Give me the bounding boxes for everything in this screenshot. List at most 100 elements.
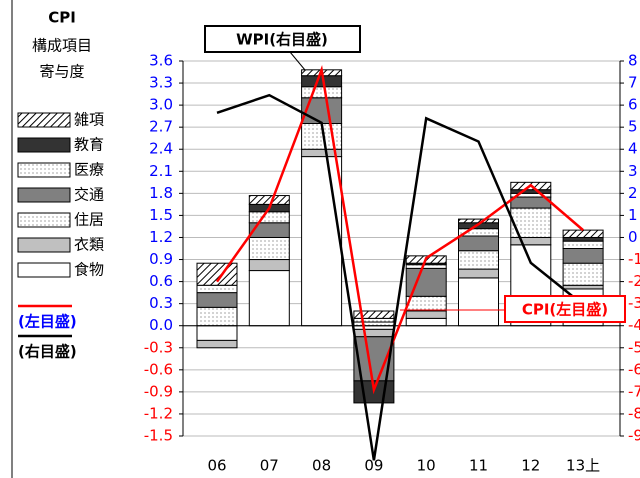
y2-tick-label: -8: [628, 404, 640, 422]
y-tick-label: -1.2: [144, 404, 173, 422]
y2-tick-label: 8: [628, 52, 638, 70]
bar-segment: [248, 270, 290, 327]
y-tick-label: -1.5: [144, 427, 173, 445]
y2-tick-label: -1: [628, 250, 640, 268]
bar-segment: [458, 277, 499, 327]
bar-segment: [562, 236, 604, 242]
bar-segment: [248, 195, 290, 205]
bar-segment: [301, 156, 343, 327]
y2-tick-label: 7: [628, 74, 638, 92]
bar-segment: [196, 262, 238, 286]
y-tick-label: -0.3: [144, 338, 173, 356]
legend-label: 教育: [74, 136, 104, 154]
bar-segment: [510, 189, 552, 194]
y-tick-label: 0.0: [149, 316, 173, 334]
y-tick-label: 2.1: [149, 162, 173, 180]
bar-segment: [196, 306, 238, 327]
legend-swatch: [17, 137, 71, 153]
bar-segment: [353, 328, 395, 338]
y2-tick-label: -7: [628, 382, 640, 400]
x-tick-label: 12: [521, 457, 540, 475]
y2-tick-label: -3: [628, 294, 640, 312]
y-tick-label: 0.9: [149, 250, 173, 268]
x-tick-label: 09: [364, 457, 383, 475]
bar-segment: [248, 259, 290, 272]
bar-segment: [458, 268, 499, 279]
bar-segment: [458, 250, 499, 270]
y2-tick-label: -6: [628, 360, 640, 378]
bar-segment: [405, 310, 447, 319]
y-tick-label: 2.4: [149, 140, 173, 158]
legend-swatch: [17, 262, 71, 278]
y-tick-label: 1.8: [149, 184, 173, 202]
bar-segment: [405, 317, 447, 327]
y2-tick-label: 5: [628, 118, 638, 136]
legend-label: 衣類: [74, 236, 104, 254]
bar-segment: [353, 325, 395, 330]
y2-tick-label: 6: [628, 96, 638, 114]
y-tick-label: 1.5: [149, 206, 173, 224]
bar-segment: [562, 229, 604, 238]
x-tick-label: 08: [312, 457, 331, 475]
bar-segment: [353, 310, 395, 319]
bar-segment: [301, 86, 343, 99]
y2-tick-label: 2: [628, 184, 638, 202]
legend-swatch: [17, 112, 71, 128]
bar-segment: [562, 240, 604, 250]
bar-segment: [405, 264, 447, 269]
legend-label: 医療: [74, 161, 104, 179]
bar-segment: [248, 236, 290, 261]
y-tick-label: 3.0: [149, 96, 173, 114]
y2-tick-label: 0: [628, 228, 638, 246]
bar-segment: [510, 236, 552, 246]
y2-tick-label: 4: [628, 140, 638, 158]
legend-label: (左目盛): [18, 313, 77, 331]
x-tick-label: 11: [469, 457, 488, 475]
y-tick-label: 0.3: [149, 294, 173, 312]
y-tick-label: 1.2: [149, 228, 173, 246]
y-tick-label: 0.6: [149, 272, 173, 290]
x-tick-label: 07: [260, 457, 279, 475]
line: [215, 65, 584, 395]
bar-segment: [301, 97, 343, 125]
y2-tick-label: 3: [628, 162, 638, 180]
annotation: WPI(右目盛): [236, 31, 328, 49]
legend-label: 食物: [74, 261, 104, 279]
legend-title: CPI: [48, 9, 76, 27]
bar-segment: [196, 284, 238, 294]
bar-segment: [196, 325, 238, 341]
legend-swatch: [17, 162, 71, 178]
y-tick-label: 3.3: [149, 74, 173, 92]
legend-label: (右目盛): [18, 343, 77, 361]
legend-swatch: [17, 237, 71, 253]
bar-segment: [196, 292, 238, 308]
bar-segment: [562, 284, 604, 290]
bar-segment: [353, 317, 395, 323]
y2-tick-label: -5: [628, 338, 640, 356]
x-tick-label: 06: [207, 457, 226, 475]
y2-tick-label: -4: [628, 316, 640, 334]
y-tick-label: 2.7: [149, 118, 173, 136]
bar-segment: [248, 222, 290, 238]
bar-segment: [458, 235, 499, 252]
bar-segment: [196, 339, 238, 349]
y-tick-label: -0.6: [144, 360, 173, 378]
line: [216, 93, 584, 461]
legend-swatch: [17, 187, 71, 203]
y-tick-label: -0.9: [144, 382, 173, 400]
bar-segment: [458, 218, 499, 224]
bar-segment: [562, 262, 604, 286]
bar-segment: [405, 295, 447, 312]
annotation: CPI(左目盛): [522, 301, 608, 319]
annotation-box: [204, 25, 361, 53]
y2-tick-label: -2: [628, 272, 640, 290]
bar-segment: [248, 211, 290, 224]
y-tick-label: 3.6: [149, 52, 173, 70]
leader: [289, 51, 306, 71]
legend-label: 雑項: [74, 111, 104, 129]
legend-title: 構成項目: [32, 37, 92, 55]
y2-tick-label: 1: [628, 206, 638, 224]
annotation-box: [504, 295, 626, 323]
x-tick-label: 10: [417, 457, 436, 475]
